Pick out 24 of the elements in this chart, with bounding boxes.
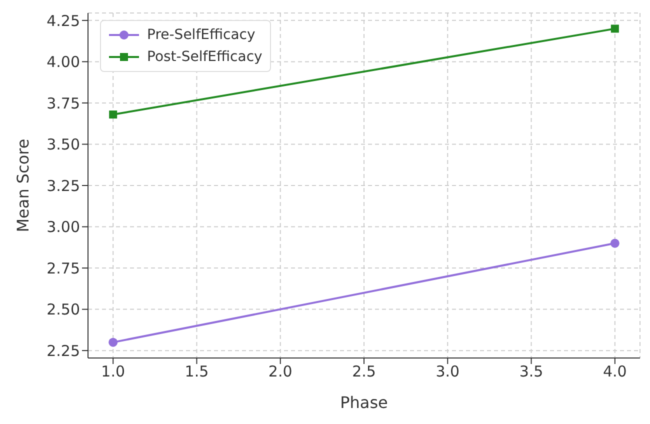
y-tick-label: 4.00 [46, 53, 80, 72]
point [109, 110, 118, 119]
x-tick-label: 2.5 [352, 362, 376, 381]
x-tick-label: 1.5 [184, 362, 209, 381]
y-tick-label: 2.75 [46, 259, 80, 278]
y-tick-label: 3.25 [46, 176, 80, 195]
x-tick-label: 2.0 [268, 362, 292, 381]
legend-label: Post-SelfEfficacy [147, 48, 262, 67]
y-tick-label: 4.25 [46, 12, 80, 30]
x-axis-title: Phase [340, 393, 388, 412]
y-tick-label: 2.50 [46, 300, 80, 319]
point [610, 238, 620, 248]
y-tick-label: 3.00 [46, 218, 80, 236]
legend-label: Pre-SelfEfficacy [147, 26, 256, 45]
point [108, 338, 118, 347]
y-tick-label: 3.75 [46, 94, 80, 112]
y-tick-label: 2.25 [46, 342, 80, 360]
x-tick-label: 3.5 [519, 362, 544, 381]
y-tick-label: 3.50 [46, 136, 80, 154]
x-tick-label: 4.0 [602, 362, 627, 381]
x-tick-label: 1.0 [101, 362, 126, 381]
y-axis-title: Mean Score [14, 138, 33, 232]
point [610, 24, 619, 33]
x-tick-label: 3.0 [436, 362, 460, 381]
